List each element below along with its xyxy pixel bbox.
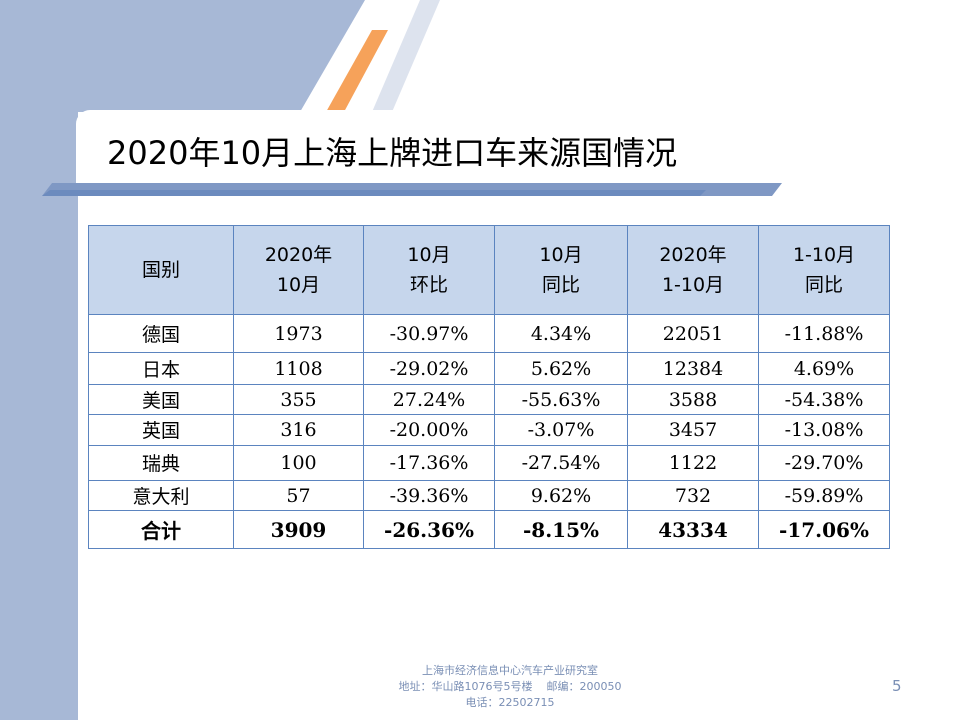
value-cell: -27.54%	[494, 444, 628, 482]
value-cell: -13.08%	[758, 414, 890, 446]
title-card	[76, 110, 791, 190]
value-cell: 1108	[233, 352, 364, 385]
slide-title: 2020年10月上海上牌进口车来源国情况	[107, 134, 678, 172]
left-decor-band	[0, 0, 78, 720]
column-header-line: 国别	[141, 259, 180, 281]
column-header: 2020年 1-10月	[627, 225, 759, 315]
column-header: 10月环比	[363, 225, 495, 315]
column-header-line: 10月	[276, 274, 321, 296]
table-row: 美国 355 27.24% -55.63% 3588 -54.38%	[88, 383, 890, 416]
country-cell: 美国	[88, 383, 234, 416]
value-cell: 1973	[233, 313, 364, 354]
value-cell: 732	[627, 480, 759, 512]
value-cell: 4.34%	[494, 313, 628, 354]
value-cell: -3.07%	[494, 414, 628, 446]
total-row: 合计 3909 -26.36% -8.15% 43334 -17.06%	[88, 510, 890, 549]
column-header-line: 2020年	[264, 244, 333, 266]
column-header-line: 同比	[541, 274, 580, 296]
value-cell: 22051	[627, 313, 759, 354]
value-cell: -59.89%	[758, 480, 890, 512]
value-cell: 12384	[627, 352, 759, 385]
country-cell: 德国	[88, 313, 234, 354]
value-cell: 100	[233, 444, 364, 482]
value-cell: 4.69%	[758, 352, 890, 385]
country-cell: 日本	[88, 352, 234, 385]
value-cell: 3457	[627, 414, 759, 446]
table-row: 德国 1973 -30.97% 4.34% 22051 -11.88%	[88, 313, 890, 354]
total-value-cell: -17.06%	[758, 510, 890, 549]
country-cell: 瑞典	[88, 444, 234, 482]
total-value-cell: 3909	[233, 510, 364, 549]
column-header-line: 2020年	[659, 244, 727, 266]
value-cell: 57	[233, 480, 364, 512]
total-value-cell: 43334	[627, 510, 759, 549]
value-cell: -29.70%	[758, 444, 890, 482]
column-header-line: 1-10月	[661, 274, 725, 296]
value-cell: -29.02%	[363, 352, 495, 385]
value-cell: -55.63%	[494, 383, 628, 416]
country-cell: 意大利	[88, 480, 234, 512]
value-cell: -30.97%	[363, 313, 495, 354]
footer-address: 地址：华山路1076号5号楼 邮编：200050	[398, 680, 622, 693]
country-cell: 英国	[88, 414, 234, 446]
value-cell: -11.88%	[758, 313, 890, 354]
table-header-row: 国别 2020年 10月 10月 环比 10月 同比 2020年 1-10月 1-10月 同比	[88, 225, 890, 315]
footer: 上海市经济信息中心汽车产业研究室 地址：华山路1076号5号楼 邮编：20005…	[330, 663, 690, 711]
table-row: 英国 316 -20.00% -3.07% 3457 -13.08%	[88, 414, 890, 446]
column-header-line: 10月	[539, 244, 583, 266]
total-label-cell: 合计	[88, 510, 234, 549]
value-cell: 9.62%	[494, 480, 628, 512]
value-cell: 355	[233, 383, 364, 416]
value-cell: -17.36%	[363, 444, 495, 482]
value-cell: -54.38%	[758, 383, 890, 416]
table-row: 瑞典 100 -17.36% -27.54% 1122 -29.70%	[88, 444, 890, 482]
table-row: 日本 1108 -29.02% 5.62% 12384 4.69%	[88, 352, 890, 385]
import-source-table: 国别 2020年 10月 10月 环比 10月 同比 2020年 1-10月 1-10月 同比 德国…	[88, 225, 890, 549]
total-value-cell: -26.36%	[363, 510, 495, 549]
footer-org: 上海市经济信息中心汽车产业研究室	[422, 664, 598, 677]
page-number: 5	[892, 677, 902, 695]
column-header: 国别	[88, 225, 234, 315]
value-cell: 5.62%	[494, 352, 628, 385]
column-header: 2020年 10月	[233, 225, 364, 315]
column-header: 1-10月同比	[758, 225, 890, 315]
value-cell: 3588	[627, 383, 759, 416]
total-value-cell: -8.15%	[494, 510, 628, 549]
value-cell: 316	[233, 414, 364, 446]
column-header-line: 环比	[409, 274, 448, 296]
column-header-line: 同比	[804, 274, 843, 296]
column-header: 10月同比	[494, 225, 628, 315]
value-cell: -39.36%	[363, 480, 495, 512]
value-cell: 27.24%	[363, 383, 495, 416]
footer-phone: 电话：22502715	[465, 696, 555, 709]
value-cell: -20.00%	[363, 414, 495, 446]
value-cell: 1122	[627, 444, 759, 482]
table-row: 意大利 57 -39.36% 9.62% 732 -59.89%	[88, 480, 890, 512]
column-header-line: 10月	[407, 244, 451, 266]
column-header-line: 1-10月	[792, 244, 856, 266]
